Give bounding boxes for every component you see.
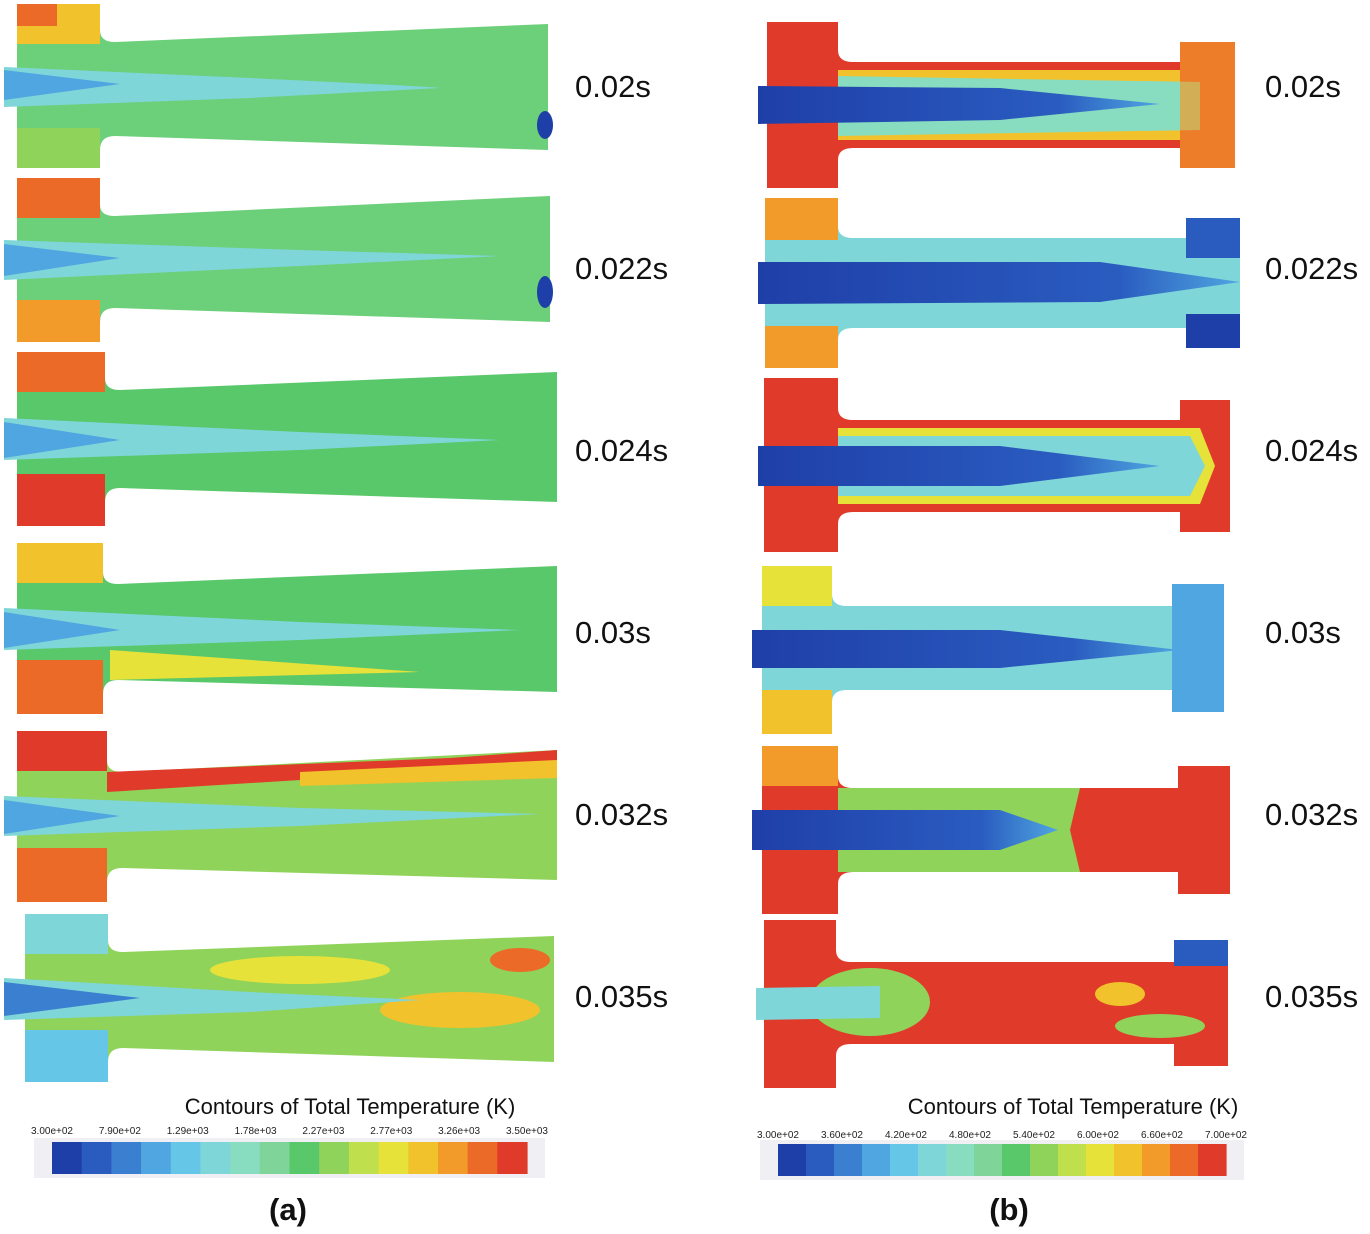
snapshot-b-0.03s [752, 566, 1224, 734]
colorbar-swatch [1058, 1144, 1087, 1176]
time-label-a-2: 0.022s [575, 251, 668, 286]
colorbar-tick-label: 1.78e+03 [235, 1126, 277, 1137]
colorbar-b-title: Contours of Total Temperature (K) [908, 1094, 1239, 1119]
colorbar-swatch [890, 1144, 919, 1176]
snapshot-a-0.024s [4, 352, 557, 526]
time-label-a-4: 0.03s [575, 615, 651, 650]
colorbar-swatch [778, 1144, 807, 1176]
colorbar-swatch [834, 1144, 863, 1176]
colorbar-b: Contours of Total Temperature (K) 3.00e+… [757, 1094, 1247, 1227]
time-label-b-6: 0.035s [1265, 979, 1358, 1014]
colorbar-swatch [467, 1142, 498, 1174]
colorbar-swatch [1030, 1144, 1059, 1176]
time-label-a-3: 0.024s [575, 433, 668, 468]
time-label-b-1: 0.02s [1265, 69, 1341, 104]
colorbar-swatch [348, 1142, 380, 1174]
panel-a: Contours of Total Temperature (K) 3.00e+… [4, 4, 557, 1227]
colorbar-tick-label: 3.00e+02 [31, 1126, 73, 1137]
colorbar-swatch [1114, 1144, 1143, 1176]
colorbar-swatch [408, 1142, 439, 1174]
colorbar-swatch [862, 1144, 891, 1176]
colorbar-swatch [1170, 1144, 1199, 1176]
colorbar-tick-label: 6.00e+02 [1077, 1130, 1119, 1141]
colorbar-tick-label: 5.40e+02 [1013, 1130, 1055, 1141]
snapshot-a-0.032s [4, 731, 557, 902]
colorbar-tick-label: 1.29e+03 [167, 1126, 209, 1137]
colorbar-swatch [230, 1142, 261, 1174]
time-label-b-3: 0.024s [1265, 433, 1358, 468]
colorbar-swatch [81, 1142, 112, 1174]
colorbar-swatch [170, 1142, 202, 1174]
colorbar-tick-label: 4.20e+02 [885, 1130, 927, 1141]
snapshot-a-0.03s [4, 543, 557, 714]
snapshot-a-0.035s [4, 914, 554, 1082]
snapshot-b-0.032s [752, 746, 1230, 914]
colorbar-swatch [974, 1144, 1003, 1176]
colorbar-tick-label: 2.27e+03 [302, 1126, 344, 1137]
colorbar-swatch [918, 1144, 947, 1176]
panel-a-letter: (a) [269, 1192, 307, 1227]
time-label-a-1: 0.02s [575, 69, 651, 104]
colorbar-swatch [259, 1142, 291, 1174]
time-label-b-2: 0.022s [1265, 251, 1358, 286]
panel-b: Contours of Total Temperature (K) 3.00e+… [752, 22, 1247, 1227]
colorbar-swatch [806, 1144, 835, 1176]
colorbar-swatch [200, 1142, 231, 1174]
colorbar-tick-label: 3.00e+02 [757, 1130, 799, 1141]
colorbar-swatch [289, 1142, 320, 1174]
colorbar-tick-label: 3.60e+02 [821, 1130, 863, 1141]
colorbar-swatch [141, 1142, 172, 1174]
colorbar-tick-label: 2.77e+03 [370, 1126, 412, 1137]
colorbar-swatch [111, 1142, 142, 1174]
colorbar-tick-label: 7.00e+02 [1205, 1130, 1247, 1141]
snapshot-b-0.022s [758, 198, 1240, 368]
snapshot-b-0.02s [758, 22, 1235, 188]
time-label-a-6: 0.035s [575, 979, 668, 1014]
colorbar-swatch [1198, 1144, 1227, 1176]
snapshot-a-0.022s [4, 178, 553, 342]
time-label-b-5: 0.032s [1265, 797, 1358, 832]
snapshot-b-0.024s [758, 378, 1230, 552]
colorbar-tick-label: 3.50e+03 [506, 1126, 548, 1137]
colorbar-tick-label: 7.90e+02 [99, 1126, 141, 1137]
time-label-b-4: 0.03s [1265, 615, 1341, 650]
colorbar-swatch [497, 1142, 528, 1174]
colorbar-swatch [437, 1142, 469, 1174]
colorbar-tick-label: 4.80e+02 [949, 1130, 991, 1141]
colorbar-a-title: Contours of Total Temperature (K) [185, 1094, 516, 1119]
colorbar-swatch [319, 1142, 350, 1174]
colorbar-swatch [1086, 1144, 1115, 1176]
snapshot-b-0.035s [756, 920, 1228, 1088]
colorbar-swatch [1002, 1144, 1031, 1176]
colorbar-tick-label: 3.26e+03 [438, 1126, 480, 1137]
colorbar-swatch [1142, 1144, 1171, 1176]
time-labels-a: 0.02s 0.022s 0.024s 0.03s 0.032s 0.035s [575, 69, 668, 1014]
snapshot-a-0.02s [4, 4, 553, 168]
time-label-a-5: 0.032s [575, 797, 668, 832]
panel-b-letter: (b) [989, 1192, 1029, 1227]
colorbar-swatch [378, 1142, 409, 1174]
colorbar-tick-label: 6.60e+02 [1141, 1130, 1183, 1141]
colorbar-swatch [52, 1142, 83, 1174]
time-labels-b: 0.02s 0.022s 0.024s 0.03s 0.032s 0.035s [1265, 69, 1358, 1014]
colorbar-a: Contours of Total Temperature (K) 3.00e+… [31, 1094, 548, 1227]
colorbar-swatch [946, 1144, 975, 1176]
